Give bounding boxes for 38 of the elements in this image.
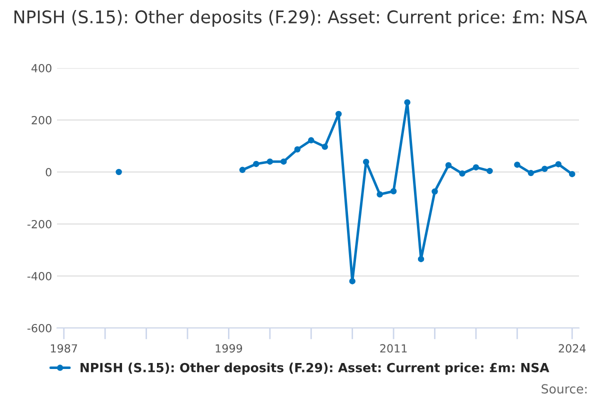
- source-note: Source:: [542, 384, 587, 394]
- point: [280, 158, 287, 165]
- x-tick-label: 2024: [558, 344, 586, 353]
- x-tick-label: 1999: [216, 344, 242, 353]
- y-tick-label: -600: [27, 324, 52, 332]
- point: [514, 162, 520, 168]
- point: [376, 191, 383, 198]
- x-tick-label: 2011: [380, 344, 407, 353]
- point: [239, 166, 246, 174]
- point: [486, 168, 493, 174]
- point: [404, 99, 410, 106]
- point: [335, 110, 342, 118]
- point: [362, 158, 370, 165]
- point: [555, 161, 562, 168]
- y-tick-label: 400: [31, 64, 52, 72]
- point: [308, 137, 314, 144]
- point: [432, 188, 438, 195]
- point: [459, 170, 466, 177]
- point: [294, 146, 301, 153]
- point: [542, 166, 548, 172]
- y-tick-label: 200: [32, 116, 52, 124]
- point: [116, 168, 122, 176]
- x-tick-label: 1987: [50, 344, 78, 353]
- legend-label: NPISH (S.15): Other deposits (F.29): Asset: Current price: £m: NSA: [80, 362, 550, 375]
- y-tick-label: 0: [46, 168, 52, 176]
- point: [266, 158, 274, 165]
- y-tick-label: -400: [27, 272, 52, 280]
- point: [445, 162, 452, 168]
- point: [418, 256, 424, 262]
- y-tick-label: -200: [27, 220, 52, 228]
- point: [349, 278, 356, 284]
- point: [472, 164, 480, 170]
- point: [322, 144, 328, 150]
- point: [569, 170, 576, 178]
- point: [390, 188, 397, 194]
- point: [253, 160, 260, 168]
- point: [528, 170, 534, 176]
- chart-title: NPISH (S.15): Other deposits (F.29): Asset: Current price: £m: NSA: [14, 10, 588, 27]
